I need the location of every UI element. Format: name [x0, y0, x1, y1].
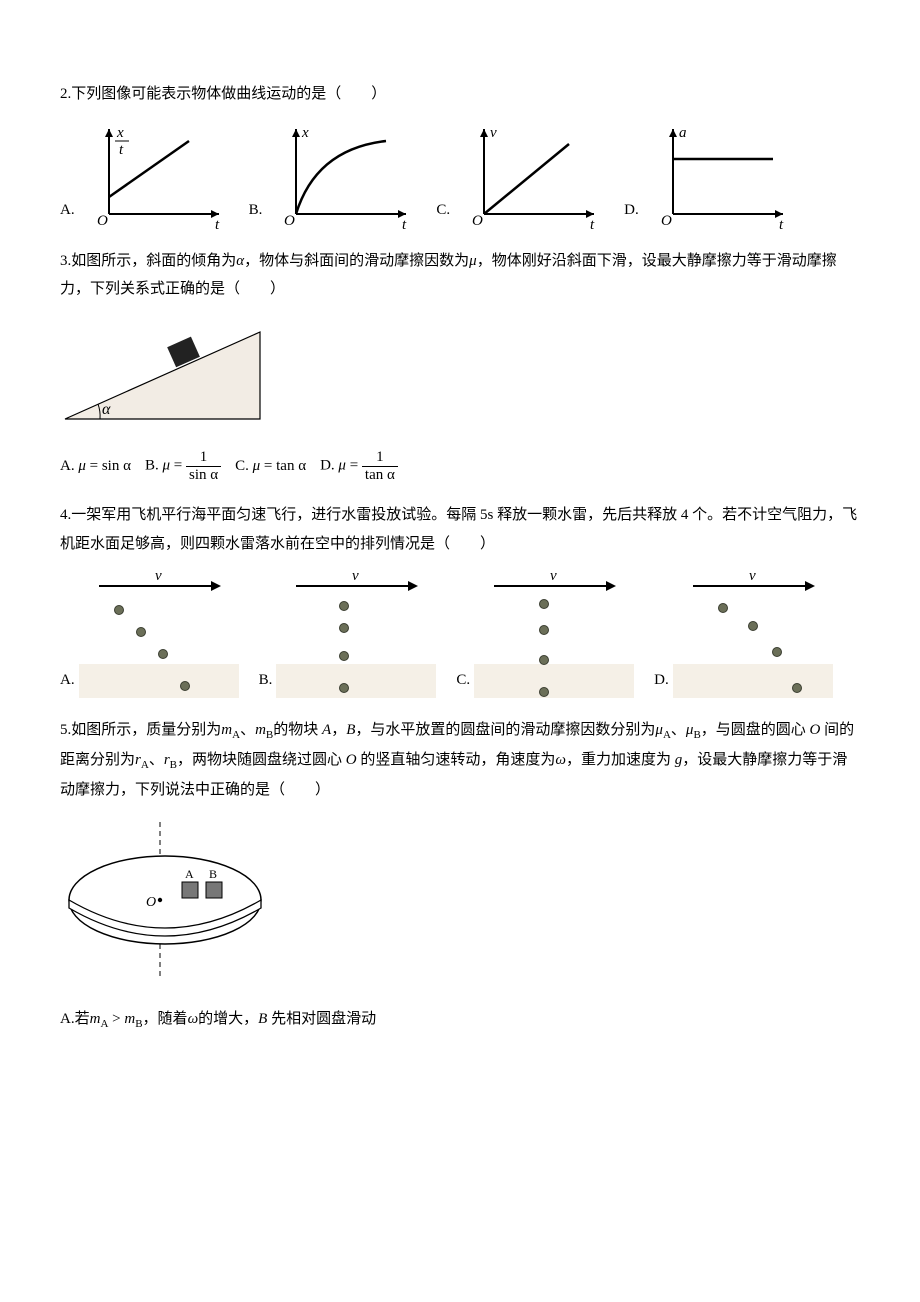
svg-text:v: v [352, 568, 359, 584]
question-4: 4.一架军用飞机平行海平面匀速飞行，进行水雷投放试验。每隔 5s 释放一颗水雷，… [60, 501, 860, 698]
svg-text:O: O [472, 213, 483, 229]
svg-text:t: t [119, 142, 124, 158]
q5-option-a: A.若mA > mB，随着ω的增大，B 先相对圆盘滑动 [60, 1005, 860, 1035]
q3-opt-b: B. μ = 1sin α [145, 449, 221, 483]
q4-option-c: C. v [456, 568, 634, 698]
svg-text:v: v [749, 568, 756, 584]
q2-options: A. O t x t B. [60, 119, 860, 229]
q4-option-d: D. v [654, 568, 833, 698]
q4-diagram-a: v [79, 568, 239, 698]
svg-text:α: α [102, 401, 111, 418]
q4-option-a: A. v [60, 568, 239, 698]
svg-text:t: t [779, 217, 784, 229]
q2-graph-c: O t v [454, 119, 604, 229]
q2-graph-d: O t a [643, 119, 793, 229]
option-label: B. [259, 666, 273, 699]
svg-text:t: t [215, 217, 220, 229]
q2-graph-b: O t x [266, 119, 416, 229]
q3-stem: 3.如图所示，斜面的倾角为α，物体与斜面间的滑动摩擦因数为μ，物体刚好沿斜面下滑… [60, 247, 860, 304]
q5-figure: O A B [60, 814, 860, 995]
svg-text:B: B [209, 867, 217, 881]
q3-options: A. μ = sin α B. μ = 1sin α C. μ = tan α … [60, 449, 860, 483]
svg-text:A: A [185, 867, 194, 881]
svg-text:x: x [116, 125, 124, 141]
q5-stem: 5.如图所示，质量分别为mA、mB的物块 A，B，与水平放置的圆盘间的滑动摩擦因… [60, 716, 860, 804]
svg-text:a: a [679, 125, 687, 141]
svg-text:O: O [661, 213, 672, 229]
q3-opt-a: A. μ = sin α [60, 452, 131, 481]
svg-text:t: t [590, 217, 595, 229]
q4-diagram-c: v [474, 568, 634, 698]
option-label: C. [456, 666, 470, 699]
svg-text:v: v [155, 568, 162, 584]
question-5: 5.如图所示，质量分别为mA、mB的物块 A，B，与水平放置的圆盘间的滑动摩擦因… [60, 716, 860, 1035]
q2-stem: 2.下列图像可能表示物体做曲线运动的是（ ） [60, 80, 860, 109]
svg-text:v: v [490, 125, 497, 141]
svg-text:O: O [284, 213, 295, 229]
svg-text:O: O [146, 895, 156, 910]
q4-diagram-b: v [276, 568, 436, 698]
q3-opt-d: D. μ = 1tan α [320, 449, 398, 483]
q2-option-c: C. O t v [436, 119, 604, 229]
question-2: 2.下列图像可能表示物体做曲线运动的是（ ） A. O t x t [60, 80, 860, 229]
q2-option-b: B. O t x [249, 119, 417, 229]
svg-text:v: v [550, 568, 557, 584]
q2-option-a: A. O t x t [60, 119, 229, 229]
q2-option-d: D. O t a [624, 119, 793, 229]
q4-option-b: B. v [259, 568, 437, 698]
q3-figure: α [60, 314, 860, 440]
svg-text:x: x [301, 125, 309, 141]
option-label: A. [60, 666, 75, 699]
option-label: D. [654, 666, 669, 699]
svg-text:O: O [97, 213, 108, 229]
q4-diagram-d: v [673, 568, 833, 698]
q4-options: A. v B. v C. v D. v [60, 568, 860, 698]
q2-graph-a: O t x t [79, 119, 229, 229]
question-3: 3.如图所示，斜面的倾角为α，物体与斜面间的滑动摩擦因数为μ，物体刚好沿斜面下滑… [60, 247, 860, 484]
q3-opt-c: C. μ = tan α [235, 452, 306, 481]
svg-text:t: t [402, 217, 407, 229]
q4-stem: 4.一架军用飞机平行海平面匀速飞行，进行水雷投放试验。每隔 5s 释放一颗水雷，… [60, 501, 860, 558]
